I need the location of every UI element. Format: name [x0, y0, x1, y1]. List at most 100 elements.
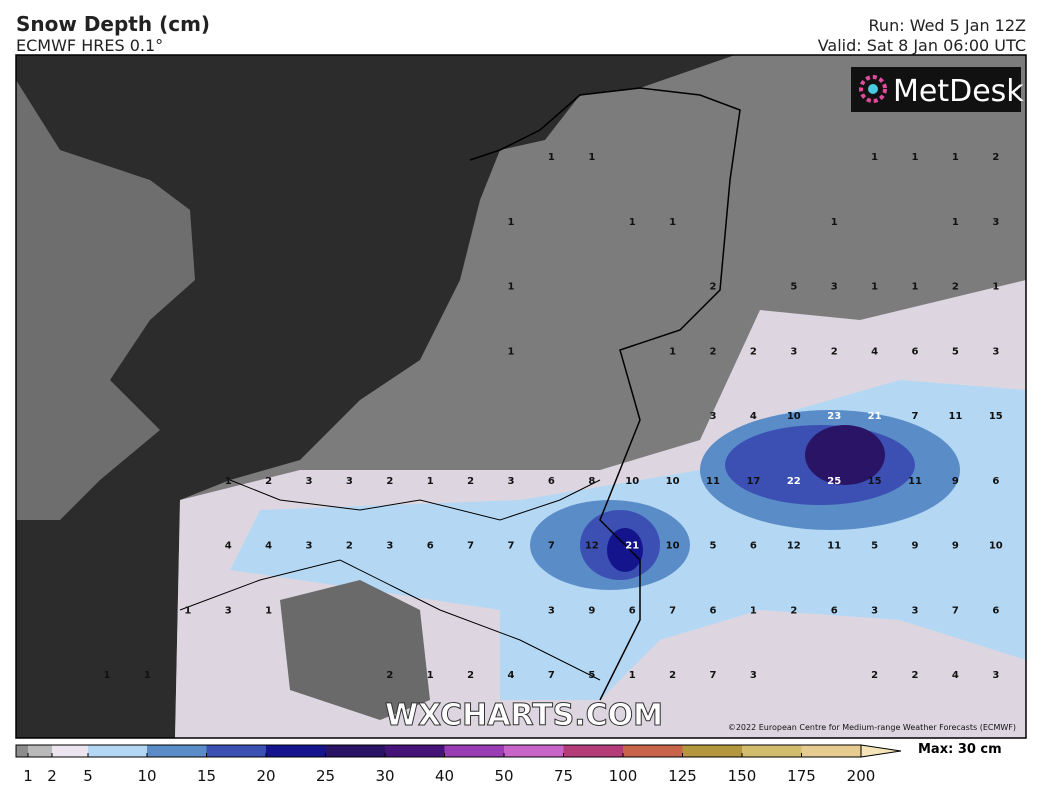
colorbar-segment [16, 745, 28, 757]
snow-depth-label: 7 [912, 411, 919, 422]
colorbar-tick-label: 1 [23, 767, 33, 785]
colorbar-tick-label: 30 [375, 767, 394, 785]
logo-box [851, 67, 1021, 112]
snow-depth-label: 1 [265, 605, 272, 616]
logo-icon [859, 75, 887, 103]
snow-depth-label: 1 [508, 346, 515, 357]
max-label: Max: 30 cm [918, 742, 1002, 757]
snow-depth-label: 2 [467, 670, 474, 681]
snow-depth-label: 2 [346, 541, 353, 552]
snow-depth-label: 2 [831, 346, 838, 357]
snow-depth-label: 3 [992, 670, 999, 681]
snow-depth-label: 1 [992, 282, 999, 293]
logo-text: MetDesk [893, 74, 1024, 109]
snow-depth-label: 1 [144, 670, 151, 681]
map: 1 1 1 1 1 21 1 1 1 1 31 2 5 3 1 1 2 11 1 2 2 3 2 4 6 5 33 4 10 23 21 7 1… [15, 54, 1027, 739]
snow-depth-label: 4 [750, 411, 757, 422]
snow-depth-label: 10 [787, 411, 801, 422]
colorbar-tick-label: 75 [554, 767, 573, 785]
snow-depth-label: 6 [912, 346, 919, 357]
snow-depth-label: 2 [669, 670, 676, 681]
snow-depth-label: 1 [952, 217, 959, 228]
snow-depth-label: 3 [386, 541, 393, 552]
snow-depth-label: 10 [989, 541, 1003, 552]
border [179, 559, 601, 681]
snow-depth-label: 1 [912, 152, 919, 163]
snow-depth-label: 1 [508, 217, 515, 228]
snow-depth-label: 3 [912, 605, 919, 616]
colorbar-segment [444, 745, 504, 757]
snow-depth-label: 23 [827, 411, 841, 422]
snow-depth-label: 7 [508, 541, 515, 552]
snow-depth-label: 6 [750, 541, 757, 552]
snow-depth-label: 17 [746, 476, 760, 487]
snow-depth-label: 2 [912, 670, 919, 681]
england [16, 80, 195, 520]
snow-depth-label: 1 [588, 152, 595, 163]
snow-depth-label: 2 [467, 476, 474, 487]
snow-depth-label: 3 [306, 541, 313, 552]
snow-depth-label: 5 [952, 346, 959, 357]
snow-depth-label: 6 [548, 476, 555, 487]
snow-depth-label: 3 [346, 476, 353, 487]
colorbar-segment [563, 745, 623, 757]
snow-depth-label: 7 [952, 605, 959, 616]
snow-depth-label: 3 [508, 476, 515, 487]
snow-depth-label: 7 [548, 541, 555, 552]
colorbar-tick-label: 10 [137, 767, 156, 785]
snow-depth-label: 12 [585, 541, 599, 552]
snow-depth-label: 10 [666, 541, 680, 552]
colorbar-segment [147, 745, 207, 757]
snow-depth-label: 4 [225, 541, 232, 552]
colorbar-tick-label: 20 [256, 767, 275, 785]
snow-depth-label: 9 [588, 605, 595, 616]
colorbar-segment [682, 745, 742, 757]
snow-depth-label: 2 [386, 670, 393, 681]
snow-depth-label: 5 [871, 541, 878, 552]
colorbar-tick-label: 25 [316, 767, 335, 785]
colorbar-tick-label: 100 [609, 767, 638, 785]
snow-depth-label: 11 [908, 476, 922, 487]
border [229, 479, 601, 521]
snow-depth-label: 7 [710, 670, 717, 681]
snow-depth-label: 2 [710, 282, 717, 293]
colorbar-tick-label: 2 [47, 767, 57, 785]
colorbar-tick-label: 5 [83, 767, 93, 785]
snow-depth-label: 4 [952, 670, 959, 681]
colorbar-segment [385, 745, 445, 757]
snow-depth-label: 1 [750, 605, 757, 616]
run-time: Run: Wed 5 Jan 12Z [869, 16, 1027, 35]
snow-depth-label: 15 [989, 411, 1003, 422]
snow-depth-label: 7 [548, 670, 555, 681]
copyright: ©2022 European Centre for Medium-range W… [728, 723, 1016, 732]
colorbar-tick-label: 50 [494, 767, 513, 785]
colorbar-tick-label: 150 [728, 767, 757, 785]
snow-depth-label: 9 [952, 476, 959, 487]
colorbar-segment [623, 745, 683, 757]
snow-depth-label: 4 [871, 346, 878, 357]
colorbar-tick-label: 175 [787, 767, 816, 785]
colorbar-segment [801, 745, 861, 757]
snow-depth-label: 2 [952, 282, 959, 293]
snow-depth-label: 2 [790, 605, 797, 616]
snow-25-30 [805, 425, 885, 485]
snow-depth-label: 2 [386, 476, 393, 487]
snow-depth-label: 25 [827, 476, 841, 487]
snow-depth-label: 3 [871, 605, 878, 616]
colorbar-segment [504, 745, 564, 757]
snow-depth-label: 3 [831, 282, 838, 293]
snow-depth-label: 5 [710, 541, 717, 552]
snow-depth-label: 5 [588, 670, 595, 681]
grey-patch [280, 580, 430, 720]
colorbar-tick-label: 125 [668, 767, 697, 785]
snow-depth-label: 2 [750, 346, 757, 357]
snow-depth-label: 10 [625, 476, 639, 487]
watermark: WXCHARTS.COM [385, 698, 663, 733]
snow-depth-label: 7 [669, 605, 676, 616]
snow-depth-label: 5 [790, 282, 797, 293]
snow-depth-label: 6 [710, 605, 717, 616]
snow-depth-label: 1 [871, 152, 878, 163]
sea [16, 55, 735, 738]
snow-depth-label: 1 [184, 605, 191, 616]
colorbar-tick-label: 200 [847, 767, 876, 785]
